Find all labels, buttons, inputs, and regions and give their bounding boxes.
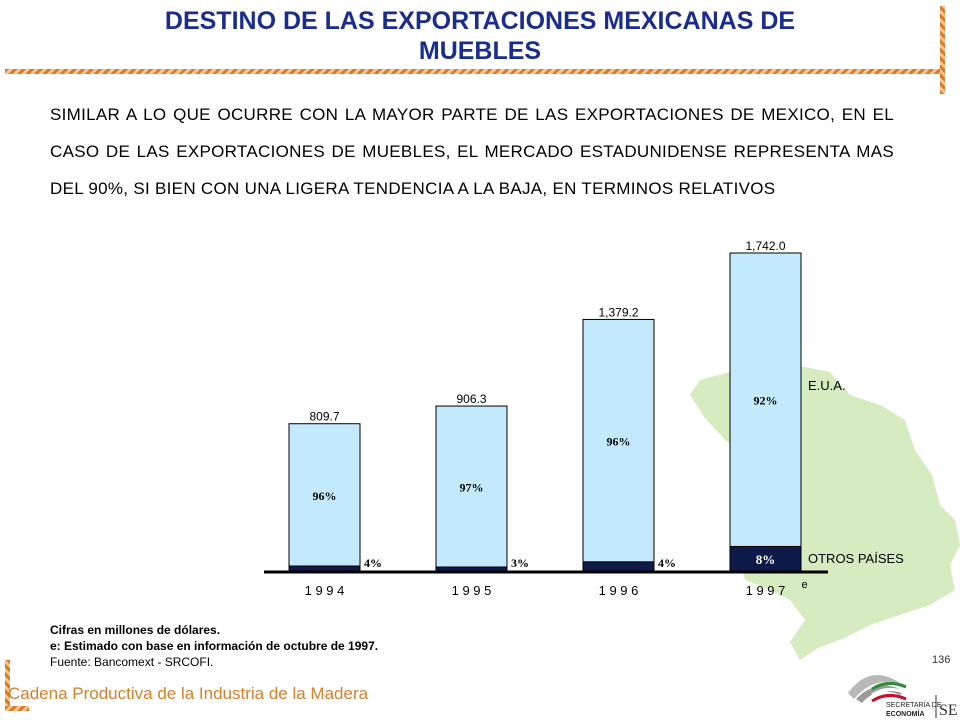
page-number: 136 bbox=[932, 654, 951, 666]
share-label-bg-otros-2 bbox=[656, 556, 680, 570]
logo-text-line2: ECONOMÍA bbox=[886, 709, 925, 718]
x-tick-label-1: 1 9 9 5 bbox=[452, 583, 492, 598]
share-label-eua-0: 96% bbox=[313, 489, 337, 503]
bar-eua-0 bbox=[288, 423, 361, 567]
share-label-bg-otros-1 bbox=[509, 556, 533, 570]
share-label-bg-otros-0 bbox=[362, 556, 386, 570]
note-source: Fuente: Bancomext - SRCOFI. bbox=[50, 655, 214, 669]
share-label-otros-2: 4% bbox=[658, 556, 676, 570]
footer-title: Cadena Productiva de la Industria de la … bbox=[8, 684, 369, 703]
note-estimate: e: Estimado con base en información de o… bbox=[50, 639, 379, 653]
bar-eua-2 bbox=[582, 318, 655, 563]
total-label-3: 1,742.0 bbox=[745, 239, 785, 253]
right-border-decoration bbox=[940, 6, 945, 94]
secretaria-economia-logo: SECRETARÍA DE ECONOMÍA SE bbox=[848, 675, 958, 719]
share-label-eua-3: 92% bbox=[754, 394, 778, 408]
share-label-otros-0: 4% bbox=[364, 556, 382, 570]
title-underline-decoration bbox=[5, 69, 945, 74]
x-tick-label-0: 1 9 9 4 bbox=[305, 583, 345, 598]
chart-notes: Cifras en millones de dólares. e: Estima… bbox=[50, 622, 378, 670]
bar-otros-2 bbox=[582, 561, 655, 573]
x-tick-superscript-3: e bbox=[802, 579, 808, 591]
title-line-2: MUEBLES bbox=[418, 37, 542, 65]
title-line-1: DESTINO DE LAS EXPORTACIONES MEXICANAS D… bbox=[164, 7, 796, 35]
note-units: Cifras en millones de dólares. bbox=[50, 623, 221, 637]
total-label-0: 809.7 bbox=[309, 410, 339, 424]
x-tick-label-3: 1 9 9 7 bbox=[746, 583, 786, 598]
bottom-border-decoration bbox=[5, 706, 29, 711]
intro-paragraph: SIMILAR A LO QUE OCURRE CON LA MAYOR PAR… bbox=[50, 105, 894, 198]
page-title: DESTINO DE LAS EXPORTACIONES MEXICANAS D… bbox=[100, 6, 860, 66]
share-label-otros-1: 3% bbox=[511, 556, 529, 570]
bar-eua-3 bbox=[729, 252, 802, 547]
logo-mark: SE bbox=[939, 702, 958, 719]
x-tick-label-2: 1 9 9 6 bbox=[599, 583, 639, 598]
legend-eua-label: E.U.A. bbox=[808, 378, 846, 393]
legend-otros-label: OTROS PAÍSES bbox=[808, 551, 904, 566]
share-label-eua-1: 97% bbox=[460, 481, 484, 495]
total-label-2: 1,379.2 bbox=[598, 305, 638, 319]
left-border-decoration bbox=[5, 660, 10, 710]
share-label-otros-3: 8% bbox=[756, 552, 776, 567]
bar-otros-3 bbox=[729, 545, 802, 573]
bar-eua-1 bbox=[435, 405, 508, 568]
logo-text-line1: SECRETARÍA DE bbox=[886, 700, 942, 709]
total-label-1: 906.3 bbox=[456, 392, 486, 406]
share-label-eua-2: 96% bbox=[607, 435, 631, 449]
